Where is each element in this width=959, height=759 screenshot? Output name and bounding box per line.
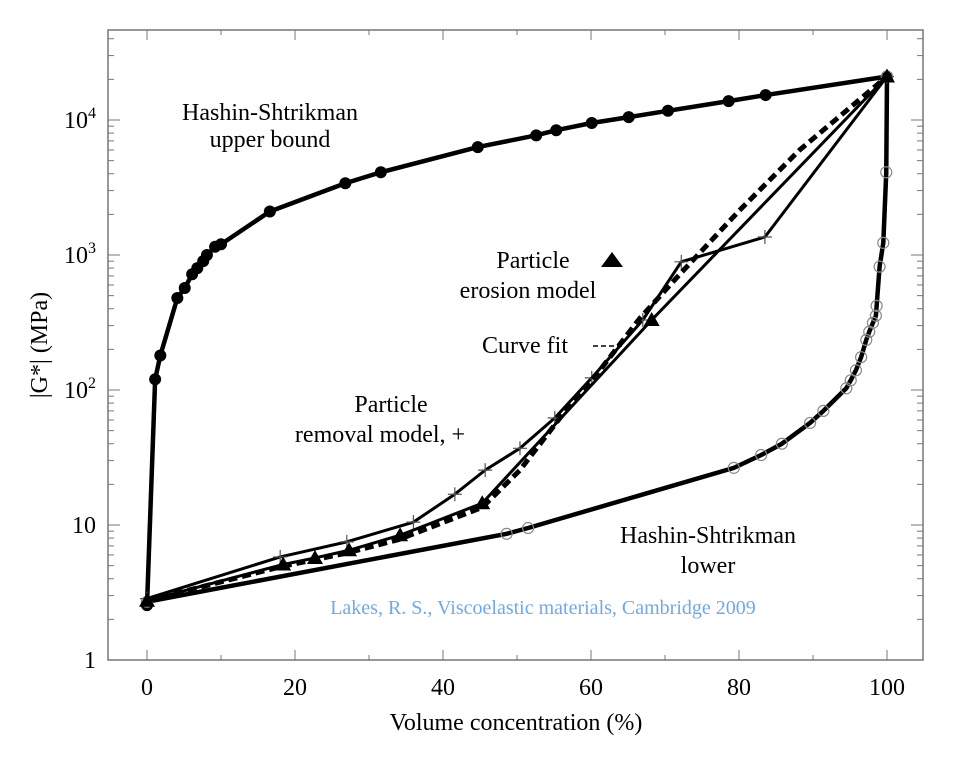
data-point: [149, 373, 162, 386]
data-point: [585, 117, 598, 130]
x-tick-label: 40: [431, 675, 455, 701]
y-tick-label: 10: [72, 513, 96, 539]
x-tick-label: 80: [727, 675, 751, 701]
data-point: [849, 364, 863, 377]
data-point: [374, 166, 387, 179]
series-line-4: [146, 74, 889, 604]
data-point: [661, 104, 674, 117]
data-point: [879, 68, 895, 83]
data-point: [759, 89, 772, 102]
data-point: [171, 292, 184, 305]
data-point: [263, 205, 276, 218]
data-point: [521, 521, 535, 535]
data-point: [471, 141, 484, 154]
data-point: [550, 124, 563, 137]
y-axis-label: |G*| (MPa): [27, 292, 53, 398]
data-point: [512, 441, 527, 456]
plot-frame: [107, 29, 924, 661]
data-point: [873, 260, 886, 273]
data-point: [722, 95, 735, 108]
data-point: [854, 351, 868, 364]
data-point: [643, 312, 660, 327]
data-point: [803, 416, 817, 430]
y-tick-label: 104: [64, 105, 96, 134]
data-point: [200, 249, 213, 261]
x-tick-label: 100: [869, 675, 905, 701]
annotation-lower-2: lower: [681, 553, 736, 579]
y-tick-label: 103: [64, 240, 96, 269]
data-point: [530, 129, 543, 142]
data-point: [478, 463, 493, 478]
x-axis-label: Volume concentration (%): [390, 710, 643, 736]
data-point: [860, 333, 873, 347]
data-point: [273, 549, 288, 564]
annotation-upper-2: upper bound: [210, 127, 331, 153]
annotation-upper-1: Hashin-Shtrikman: [182, 100, 358, 126]
axis-ticks: 0 20 40 60 80 100 1 10 102 103 104: [64, 30, 923, 701]
data-point: [154, 349, 167, 362]
legend-triangle-icon: [601, 252, 623, 267]
y-tick-label: 1: [84, 648, 96, 674]
credit-text: Lakes, R. S., Viscoelastic materials, Ca…: [330, 597, 756, 619]
data-point: [339, 177, 352, 190]
y-tick-label: 102: [64, 375, 96, 404]
annotation-removal-1: Particle: [354, 392, 427, 418]
data-point: [869, 309, 883, 322]
x-tick-label: 60: [579, 675, 603, 701]
data-point: [178, 281, 191, 294]
data-point: [870, 299, 883, 312]
data-point: [755, 448, 768, 462]
data-point: [817, 404, 830, 418]
series-group: [139, 68, 895, 612]
data-point: [880, 166, 893, 179]
data-point: [622, 111, 635, 124]
annotation-erosion-2: erosion model: [460, 278, 597, 304]
series-line-1: [146, 76, 890, 604]
data-point: [215, 238, 227, 251]
data-point: [500, 527, 513, 540]
data-point: [844, 374, 857, 387]
annotation-removal-2: removal model, +: [295, 422, 465, 448]
data-point: [775, 437, 789, 450]
annotation-fit: Curve fit: [482, 333, 568, 359]
annotation-erosion-1: Particle: [496, 248, 569, 274]
data-point: [447, 487, 462, 502]
data-point: [866, 316, 880, 329]
annotation-lower-1: Hashin-Shtrikman: [620, 523, 796, 549]
data-point: [674, 254, 689, 269]
data-point: [727, 461, 740, 474]
data-point: [406, 515, 421, 530]
x-tick-label: 0: [141, 675, 153, 701]
x-tick-label: 20: [283, 675, 307, 701]
data-point: [877, 236, 890, 249]
data-point: [757, 229, 772, 244]
